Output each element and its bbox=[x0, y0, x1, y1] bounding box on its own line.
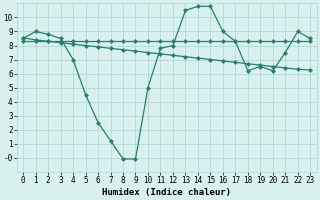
X-axis label: Humidex (Indice chaleur): Humidex (Indice chaleur) bbox=[102, 188, 231, 197]
